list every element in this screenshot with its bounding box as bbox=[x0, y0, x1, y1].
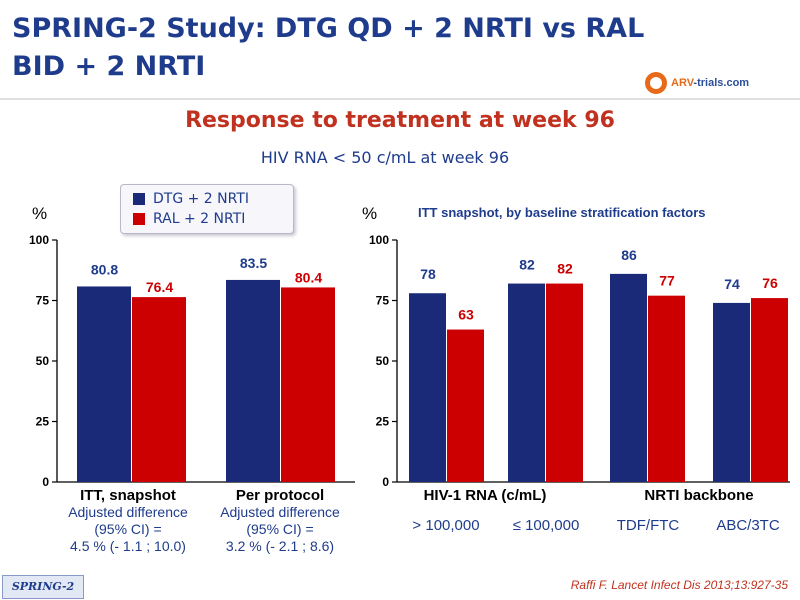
chart-left-category-2: Per protocol Adjusted difference (95% CI… bbox=[220, 487, 340, 554]
chart-right-bar-ral bbox=[447, 329, 484, 482]
chart-right-data-label: 82 bbox=[557, 261, 573, 277]
chart-right: 0 25 50 75 100% ITT snapshot, by baseline str… bbox=[362, 204, 790, 489]
chart-right-y-tick-label: 0 bbox=[382, 475, 389, 489]
chart-right-category-4: ABC/3TC bbox=[716, 517, 780, 534]
legend-item-ral: RAL + 2 NRTI bbox=[133, 211, 245, 227]
legend-label-ral: RAL + 2 NRTI bbox=[153, 211, 246, 227]
chart-right-data-label: 76 bbox=[762, 275, 778, 291]
chart-left-bar-dtg bbox=[226, 279, 280, 482]
chart-right-data-label: 82 bbox=[519, 257, 535, 273]
chart-right-data-label: 77 bbox=[659, 273, 675, 289]
reference-citation: Raffi F. Lancet Infect Dis 2013;13:927-3… bbox=[570, 578, 788, 592]
chart-left-bar-dtg bbox=[77, 286, 131, 482]
chart-right-y-tick-label: 75 bbox=[376, 294, 390, 308]
chart-left-data-label: 76.4 bbox=[146, 279, 173, 295]
legend-swatch-dtg bbox=[133, 193, 145, 205]
chart-right-y-tick-label: 25 bbox=[376, 415, 390, 429]
chart-left-bar-ral bbox=[281, 287, 335, 482]
section-subtitle: Response to treatment at week 96 bbox=[185, 108, 615, 133]
chart-right-group-2: NRTI backbone bbox=[644, 487, 754, 504]
chart-left-y-tick-label: 75 bbox=[36, 294, 50, 308]
chart-right-y-tick-label: 50 bbox=[376, 354, 390, 368]
chart-right-category-3: TDF/FTC bbox=[616, 517, 680, 534]
chart-right-bar-ral bbox=[648, 295, 685, 482]
chart-right-bar-dtg bbox=[409, 293, 446, 482]
arv-trials-logo: ARV-trials.com bbox=[645, 72, 749, 94]
legend: DTG + 2 NRTI RAL + 2 NRTI bbox=[120, 184, 294, 234]
chart-left-category-1: ITT, snapshot Adjusted difference (95% C… bbox=[68, 487, 188, 554]
chart-right-group-1: HIV-1 RNA (c/mL) bbox=[423, 487, 547, 504]
chart-right-data-label: 78 bbox=[420, 266, 436, 282]
legend-label-dtg: DTG + 2 NRTI bbox=[153, 191, 250, 207]
chart-left: 0 25 50 75 100% 80.8 76.4 83.5 80.4 bbox=[29, 204, 355, 489]
chart-right-bar-dtg bbox=[713, 302, 750, 482]
legend-item-dtg: DTG + 2 NRTI bbox=[133, 191, 249, 207]
chart-left-bar-ral bbox=[132, 297, 186, 482]
chart-right-category-1: > 100,000 bbox=[412, 517, 480, 534]
chart-right-data-label: 74 bbox=[724, 276, 740, 292]
study-tag: SPRING-2 bbox=[2, 575, 84, 599]
chart-right-bar-dtg bbox=[508, 283, 545, 482]
section-subtitle-2: HIV RNA < 50 c/mL at week 96 bbox=[260, 148, 510, 167]
chart-right-data-label: 63 bbox=[458, 307, 474, 323]
page-title: SPRING-2 Study: DTG QD + 2 NRTI vs RAL B… bbox=[12, 13, 645, 82]
chart-left-y-tick-label: 100 bbox=[29, 233, 49, 247]
chart-right-title: ITT snapshot, by baseline stratification… bbox=[418, 205, 706, 220]
chart-left-y-tick-label: 0 bbox=[42, 475, 49, 489]
chart-left-y-label: % bbox=[32, 204, 47, 223]
chart-left-y-tick-label: 50 bbox=[36, 354, 50, 368]
chart-left-y-tick-label: 25 bbox=[36, 415, 50, 429]
logo-icon bbox=[645, 72, 667, 94]
chart-right-bar-ral bbox=[546, 283, 583, 482]
chart-right-data-label: 86 bbox=[621, 247, 637, 263]
chart-right-bar-ral bbox=[751, 298, 788, 482]
chart-left-data-label: 80.8 bbox=[91, 261, 118, 277]
title-divider bbox=[0, 98, 800, 100]
logo-text: ARV-trials.com bbox=[671, 77, 750, 89]
chart-right-category-2: ≤ 100,000 bbox=[512, 517, 580, 534]
chart-right-bar-dtg bbox=[610, 273, 647, 482]
chart-right-y-tick-label: 100 bbox=[369, 233, 389, 247]
legend-swatch-ral bbox=[133, 213, 145, 225]
chart-left-data-label: 80.4 bbox=[295, 269, 322, 285]
chart-right-y-label: % bbox=[362, 204, 377, 223]
chart-left-data-label: 83.5 bbox=[240, 255, 267, 271]
